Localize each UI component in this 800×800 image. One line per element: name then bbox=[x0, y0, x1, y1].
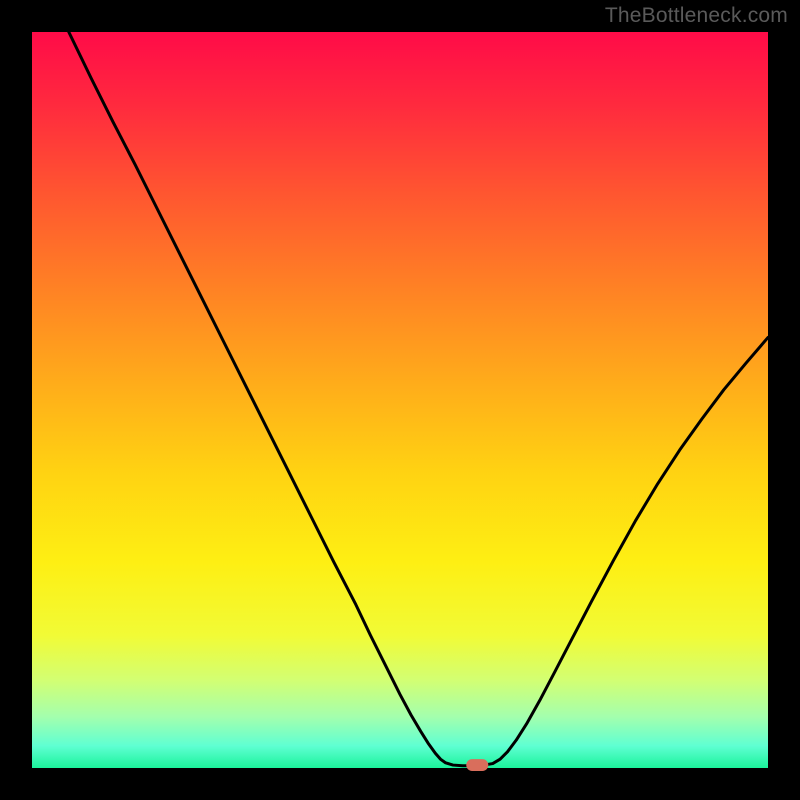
valley-marker bbox=[466, 759, 488, 771]
watermark-text: TheBottleneck.com bbox=[605, 4, 788, 28]
plot-gradient-bg bbox=[32, 32, 768, 768]
bottleneck-chart-svg bbox=[0, 0, 800, 800]
chart-canvas: TheBottleneck.com bbox=[0, 0, 800, 800]
